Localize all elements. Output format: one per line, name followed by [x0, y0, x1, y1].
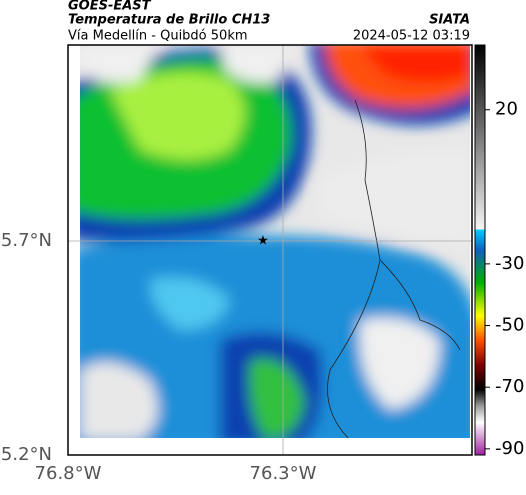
colorbar-tick-label: -50	[495, 315, 524, 336]
svg-text:★: ★	[257, 234, 269, 249]
colorbar-tick-label: 20	[495, 99, 518, 120]
source: GOES-EAST	[68, 0, 152, 14]
colorbar-tick-label: -90	[495, 438, 524, 459]
title: Temperatura de Brillo CH13	[68, 13, 270, 28]
lon-ticks: 76.8°W 76.3°W	[35, 463, 317, 484]
lat-tick-label: 5.7°N	[1, 230, 52, 251]
agency: SIATA	[429, 13, 470, 28]
subtitle: Vía Medellín - Quibdó 50km	[68, 29, 248, 44]
datetime: 2024-05-12 03:19	[353, 29, 470, 44]
colorbar-tick-label: -70	[495, 376, 524, 397]
map-image: ★	[67, 44, 473, 456]
lon-tick-label: 76.3°W	[250, 463, 317, 484]
lat-tick-label: 5.2°N	[1, 444, 52, 465]
lat-ticks: 5.7°N 5.2°N	[1, 230, 52, 465]
lon-tick-label: 76.8°W	[35, 463, 102, 484]
colorbar-tick-label: -30	[495, 253, 524, 274]
colorbar	[474, 44, 486, 456]
